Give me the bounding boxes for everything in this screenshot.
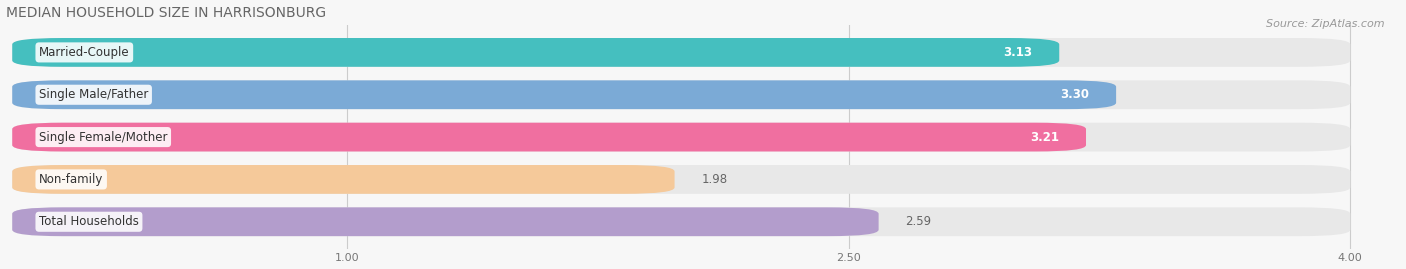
- Text: Total Households: Total Households: [39, 215, 139, 228]
- Text: MEDIAN HOUSEHOLD SIZE IN HARRISONBURG: MEDIAN HOUSEHOLD SIZE IN HARRISONBURG: [6, 6, 326, 20]
- Text: Single Male/Father: Single Male/Father: [39, 88, 149, 101]
- Text: Single Female/Mother: Single Female/Mother: [39, 130, 167, 144]
- Text: Source: ZipAtlas.com: Source: ZipAtlas.com: [1267, 19, 1385, 29]
- FancyBboxPatch shape: [13, 80, 1116, 109]
- Text: 3.21: 3.21: [1031, 130, 1059, 144]
- FancyBboxPatch shape: [13, 123, 1350, 151]
- Text: 3.30: 3.30: [1060, 88, 1090, 101]
- FancyBboxPatch shape: [13, 165, 1350, 194]
- Text: 3.13: 3.13: [1004, 46, 1032, 59]
- FancyBboxPatch shape: [13, 207, 879, 236]
- Text: 2.59: 2.59: [905, 215, 932, 228]
- FancyBboxPatch shape: [13, 207, 1350, 236]
- FancyBboxPatch shape: [13, 38, 1059, 67]
- FancyBboxPatch shape: [13, 165, 675, 194]
- FancyBboxPatch shape: [13, 38, 1350, 67]
- Text: Married-Couple: Married-Couple: [39, 46, 129, 59]
- FancyBboxPatch shape: [13, 80, 1350, 109]
- FancyBboxPatch shape: [13, 123, 1085, 151]
- Text: 1.98: 1.98: [702, 173, 727, 186]
- Text: Non-family: Non-family: [39, 173, 104, 186]
